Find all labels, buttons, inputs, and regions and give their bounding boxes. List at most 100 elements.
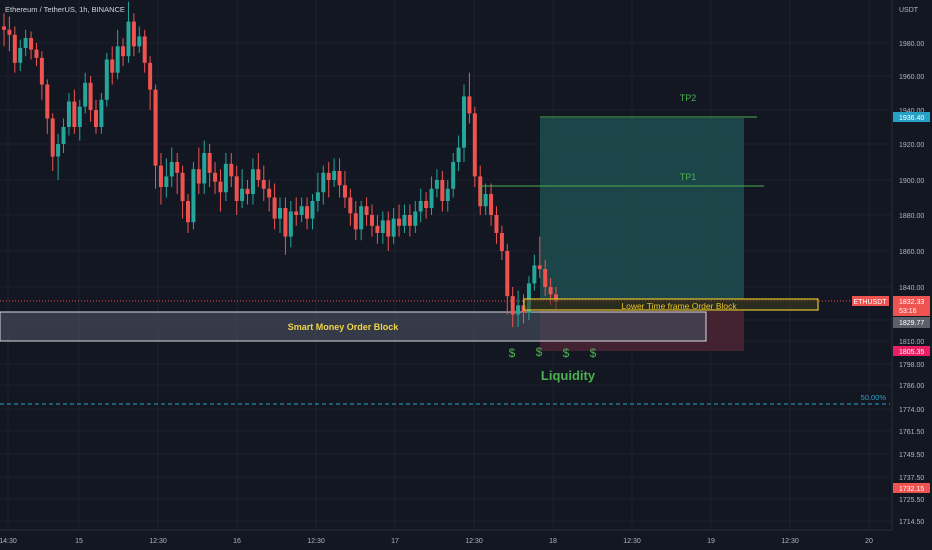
candle-body [66,101,71,127]
candle [532,254,537,291]
candle [256,153,261,187]
candle [110,46,115,85]
candle [380,211,385,244]
candle-body [548,287,553,295]
price-tick-label: 1761.50 [899,429,924,436]
candle-body [240,188,245,201]
candle [489,183,494,226]
candle-body [23,38,28,48]
candle-body [169,162,174,177]
candle [250,158,255,205]
candle [72,89,77,134]
candle [353,201,358,241]
candle-body [196,169,201,184]
candle-body [2,26,6,30]
candle-body [494,215,499,233]
candle [326,162,331,198]
candle-body [294,211,299,215]
candle-body [375,225,380,233]
candle [386,211,391,251]
candle-body [137,36,142,47]
candle [472,106,477,187]
candle [272,183,277,230]
candle-body [386,220,391,237]
candle [332,158,337,187]
price-tick-label: 1714.50 [899,519,924,526]
candle-body [223,163,228,193]
time-tick-label: 12:30 [781,538,799,545]
price-tick-label: 1900.00 [899,178,924,185]
candle-body [472,113,477,177]
candle-body [12,34,17,63]
price-tick-label: 1725.50 [899,497,924,504]
ltf-order-block[interactable] [523,298,819,311]
candle [288,201,293,248]
candle-body [218,181,223,193]
candle-body [310,201,315,219]
candle-body [186,201,190,223]
price-tick-label: 1880.00 [899,213,924,220]
candle [207,144,212,187]
candle-body [418,201,423,212]
time-tick-label: 14:30 [0,538,17,545]
candle-body [234,176,239,201]
candle-body [451,162,456,189]
candle [315,172,320,212]
candle-body [283,208,288,237]
candle [126,1,131,63]
price-tick-label: 1749.50 [899,452,924,459]
candle-body [370,215,374,226]
candle-body [299,206,304,215]
time-tick-label: 17 [391,538,399,545]
candle-body [94,110,98,127]
price-tick-label: 1774.00 [899,407,924,414]
candle-body [526,283,531,313]
candle-body [489,194,494,215]
prev-price-tag [893,317,930,328]
time-tick-label: 12:30 [307,538,325,545]
time-tick-label: 12:30 [149,538,167,545]
last-price-text: 1832.33 [899,299,924,306]
candle-body [110,59,115,73]
candle [305,197,310,230]
candle-body [326,172,331,180]
candle [88,76,93,122]
candle [245,180,250,205]
candle-body [359,206,364,230]
candle-body [34,49,39,58]
candle-body [532,265,537,284]
fib-50-label: 50.00% [861,393,887,402]
candle-body [180,172,185,201]
candle-body [229,163,234,177]
time-tick-label: 20 [865,538,873,545]
candle [229,153,234,187]
time-axis[interactable]: 14:30 15 12:30 16 12:30 17 12:30 18 12:30 19 12:30… [0,538,873,545]
candle [337,158,342,198]
candle-body [462,96,466,148]
candle [499,225,504,260]
candle [131,13,136,57]
candle-body [164,176,169,187]
candle-body [45,84,50,119]
smart-money-order-block[interactable] [0,311,707,342]
candle-body [261,180,266,189]
target-zone[interactable] [540,118,744,299]
grid [0,0,892,530]
candle [121,38,126,67]
candle [445,180,450,212]
candle-body [424,201,429,208]
candle-body [288,211,293,237]
candle [94,99,98,134]
price-tick-label: 1960.00 [899,74,924,81]
time-tick-label: 12:30 [465,538,483,545]
candle [164,158,169,198]
candle-body [434,180,439,189]
candle [223,153,228,201]
candle-body [207,153,212,173]
candle [261,165,266,201]
candle-body [397,218,402,226]
candle-body [348,197,353,214]
candle-body [83,82,88,107]
